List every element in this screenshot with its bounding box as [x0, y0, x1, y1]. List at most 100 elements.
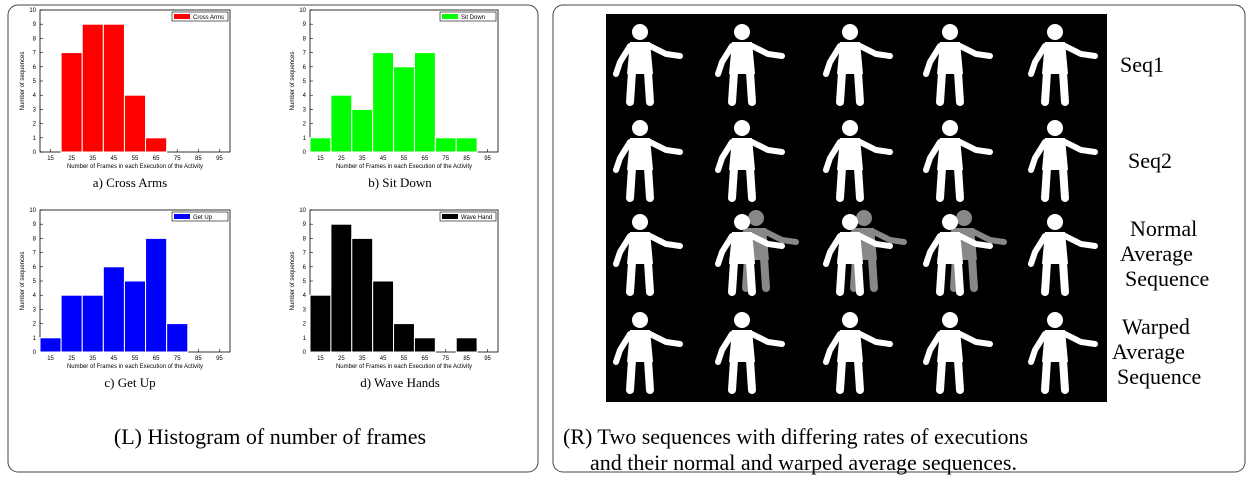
x-tick-label: 15	[317, 356, 324, 362]
x-tick-label: 95	[484, 356, 491, 362]
y-tick-label: 10	[29, 8, 36, 14]
bar	[456, 338, 477, 352]
legend-swatch	[442, 214, 458, 219]
x-tick-label: 75	[442, 156, 449, 162]
x-tick-label: 35	[89, 156, 96, 162]
legend-label: Wave Hand	[461, 215, 492, 221]
y-tick-label: 6	[33, 65, 37, 71]
y-tick-label: 7	[303, 251, 307, 257]
legend-label: Cross Arms	[193, 15, 224, 21]
bar	[167, 324, 188, 352]
row-label: Seq1	[1120, 52, 1164, 77]
y-tick-label: 10	[299, 8, 306, 14]
bar	[456, 138, 477, 152]
bar	[414, 53, 435, 152]
y-tick-label: 3	[33, 307, 37, 313]
figure: (L) Histogram of number of frames (R) Tw…	[0, 0, 1252, 478]
bar	[146, 138, 167, 152]
y-tick-label: 9	[33, 22, 37, 28]
x-tick-label: 55	[401, 356, 408, 362]
y-tick-label: 1	[303, 336, 307, 342]
x-tick-label: 25	[338, 356, 345, 362]
bar	[331, 95, 352, 152]
subfigure-caption: d) Wave Hands	[360, 375, 440, 390]
y-tick-label: 3	[303, 107, 307, 113]
y-tick-label: 5	[33, 79, 37, 85]
y-axis-label: Number of sequences	[20, 52, 26, 111]
y-tick-label: 10	[299, 208, 306, 214]
x-tick-label: 45	[111, 356, 118, 362]
y-tick-label: 1	[33, 136, 37, 142]
y-tick-label: 4	[303, 93, 307, 99]
x-tick-label: 15	[47, 156, 54, 162]
x-tick-label: 35	[359, 156, 366, 162]
x-tick-label: 95	[216, 356, 223, 362]
y-tick-label: 0	[33, 350, 37, 356]
x-tick-label: 35	[359, 356, 366, 362]
x-tick-label: 85	[195, 156, 202, 162]
y-tick-label: 8	[303, 236, 307, 242]
bar	[394, 67, 415, 152]
legend-swatch	[174, 214, 190, 219]
x-tick-label: 25	[338, 156, 345, 162]
x-tick-label: 95	[484, 156, 491, 162]
bar	[310, 295, 331, 352]
y-tick-label: 7	[303, 51, 307, 57]
y-tick-label: 8	[33, 36, 37, 42]
y-tick-label: 9	[33, 222, 37, 228]
y-tick-label: 5	[303, 79, 307, 85]
subfigure-caption: a) Cross Arms	[93, 175, 167, 190]
row-label: Seq2	[1128, 148, 1172, 173]
y-tick-label: 8	[303, 36, 307, 42]
x-axis-label: Number of Frames in each Execution of th…	[67, 364, 203, 370]
x-axis-label: Number of Frames in each Execution of th…	[67, 164, 203, 170]
x-tick-label: 45	[380, 156, 387, 162]
row-label: Sequence	[1125, 266, 1209, 291]
bar	[124, 95, 145, 152]
bar	[310, 138, 331, 152]
y-tick-label: 3	[33, 107, 37, 113]
x-tick-label: 55	[132, 156, 139, 162]
y-tick-label: 1	[33, 336, 37, 342]
row-label: Average	[1120, 241, 1193, 266]
y-tick-label: 0	[303, 350, 307, 356]
bar	[61, 295, 82, 352]
bar	[414, 338, 435, 352]
x-tick-label: 75	[174, 156, 181, 162]
y-tick-label: 4	[33, 93, 37, 99]
row-label: Sequence	[1117, 364, 1201, 389]
y-tick-label: 9	[303, 22, 307, 28]
x-tick-label: 95	[216, 156, 223, 162]
y-axis-label: Number of sequences	[20, 252, 26, 311]
x-tick-label: 65	[422, 356, 429, 362]
x-tick-label: 85	[463, 156, 470, 162]
bar	[82, 24, 103, 152]
bar	[103, 267, 124, 352]
bar	[82, 295, 103, 352]
y-tick-label: 9	[303, 222, 307, 228]
bar	[373, 53, 394, 152]
y-tick-label: 6	[303, 265, 307, 271]
right-caption-line: and their normal and warped average sequ…	[590, 450, 1017, 475]
bar	[373, 281, 394, 352]
legend-label: Get Up	[193, 215, 213, 221]
x-tick-label: 55	[132, 356, 139, 362]
x-tick-label: 65	[153, 156, 160, 162]
y-tick-label: 6	[33, 265, 37, 271]
x-axis-label: Number of Frames in each Execution of th…	[336, 364, 472, 370]
bar	[40, 338, 61, 352]
x-tick-label: 35	[89, 356, 96, 362]
x-tick-label: 75	[174, 356, 181, 362]
y-tick-label: 2	[33, 122, 37, 128]
y-tick-label: 4	[33, 293, 37, 299]
row-label: Normal	[1130, 216, 1197, 241]
x-tick-label: 25	[68, 356, 75, 362]
y-tick-label: 2	[303, 122, 307, 128]
x-tick-label: 65	[153, 356, 160, 362]
y-tick-label: 6	[303, 65, 307, 71]
x-tick-label: 85	[195, 356, 202, 362]
x-tick-label: 55	[401, 156, 408, 162]
y-tick-label: 4	[303, 293, 307, 299]
y-tick-label: 1	[303, 136, 307, 142]
row-label: Warped	[1122, 314, 1190, 339]
